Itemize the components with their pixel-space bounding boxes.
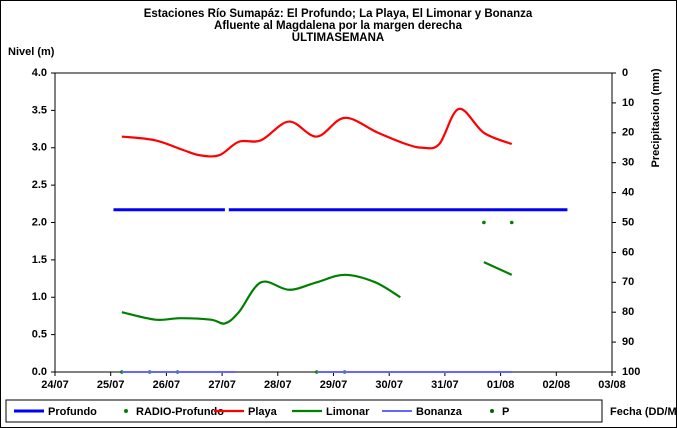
y-tick-label: 0.5 xyxy=(32,329,47,341)
y2-tick-label: 10 xyxy=(622,97,634,109)
chart-title: Estaciones Río Sumapáz: El Profundo; La … xyxy=(144,8,533,20)
y-tick-label: 4.0 xyxy=(32,67,47,79)
series-line xyxy=(121,107,513,158)
x-tick-label: 03/08 xyxy=(598,379,626,391)
y-tick-label: 1.0 xyxy=(32,291,47,303)
chart-subtitle: Afluente al Magdalena por la margen dere… xyxy=(214,20,463,32)
legend-label: P xyxy=(502,406,509,418)
y2-tick-label: 90 xyxy=(622,336,634,348)
data-point xyxy=(509,220,514,225)
y-tick-label: 1.5 xyxy=(32,254,47,266)
chart-subtitle: ULTIMASEMANA xyxy=(292,32,384,44)
y2-tick-label: 100 xyxy=(622,366,640,378)
x-tick-label: 02/08 xyxy=(543,379,571,391)
y2-axis-label: Precipitacion (mm) xyxy=(650,68,662,167)
legend-label: RADIO-Profundo xyxy=(136,406,224,418)
data-point xyxy=(482,220,486,225)
y-tick-label: 3.0 xyxy=(32,142,47,154)
legend-label: Profundo xyxy=(48,406,97,418)
y-tick-label: 0.0 xyxy=(32,366,47,378)
x-tick-label: 26/07 xyxy=(153,379,181,391)
y-tick-label: 3.5 xyxy=(32,104,47,116)
x-tick-label: 25/07 xyxy=(97,379,125,391)
y2-tick-label: 80 xyxy=(622,306,634,318)
legend-label: Limonar xyxy=(326,406,370,418)
x-axis-label: Fecha (DD/M/AA) xyxy=(610,406,677,418)
legend-label: Bonanza xyxy=(416,406,463,418)
legend-swatch xyxy=(490,409,494,413)
x-tick-label: 31/07 xyxy=(431,379,459,391)
series-line xyxy=(483,261,513,276)
legend-label: Playa xyxy=(248,406,278,418)
y2-tick-label: 60 xyxy=(622,246,634,258)
y2-tick-label: 40 xyxy=(622,187,634,199)
y2-tick-label: 70 xyxy=(622,276,634,288)
series-line xyxy=(121,273,401,325)
x-tick-label: 30/07 xyxy=(375,379,403,391)
y2-tick-label: 50 xyxy=(622,216,634,228)
y-axis-label: Nivel (m) xyxy=(8,46,55,58)
y2-tick-label: 0 xyxy=(622,67,628,79)
y2-tick-label: 20 xyxy=(622,127,634,139)
x-tick-label: 28/07 xyxy=(264,379,292,391)
y2-tick-label: 30 xyxy=(622,157,634,169)
x-tick-label: 29/07 xyxy=(320,379,348,391)
plot-area xyxy=(54,72,613,373)
y-tick-label: 2.5 xyxy=(32,179,47,191)
x-tick-label: 24/07 xyxy=(41,379,69,391)
legend-swatch xyxy=(124,409,128,413)
x-tick-label: 01/08 xyxy=(487,379,515,391)
x-tick-label: 27/07 xyxy=(208,379,236,391)
y-tick-label: 2.0 xyxy=(32,216,47,228)
